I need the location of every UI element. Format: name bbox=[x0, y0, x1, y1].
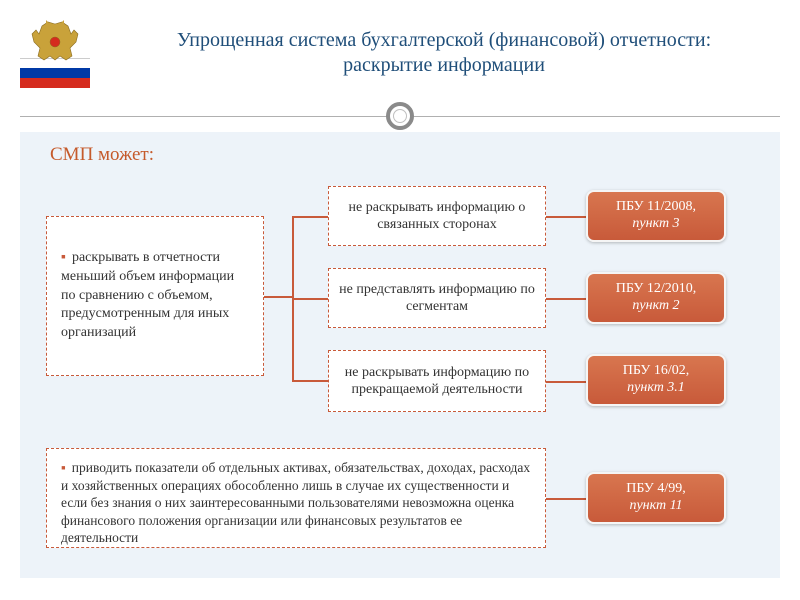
divider bbox=[20, 102, 780, 132]
badge-4: ПБУ 4/99, пункт 11 bbox=[586, 472, 726, 524]
badge-law: ПБУ 4/99, bbox=[588, 481, 724, 498]
connector bbox=[292, 380, 328, 382]
title-line1: Упрощенная система бухгалтерской (финанс… bbox=[177, 29, 711, 51]
russian-emblem-icon bbox=[20, 18, 90, 88]
badge-law: ПБУ 12/2010, bbox=[588, 281, 724, 298]
badge-point: пункт 11 bbox=[588, 498, 724, 515]
badge-2: ПБУ 12/2010, пункт 2 bbox=[586, 272, 726, 324]
connector bbox=[546, 381, 586, 383]
connector bbox=[292, 216, 328, 218]
badge-3: ПБУ 16/02, пункт 3.1 bbox=[586, 354, 726, 406]
subtitle: СМП может: bbox=[50, 144, 762, 166]
badge-1: ПБУ 11/2008, пункт 3 bbox=[586, 190, 726, 242]
bottom-box: приводить показатели об отдельных актива… bbox=[46, 448, 546, 548]
page-title: Упрощенная система бухгалтерской (финанс… bbox=[108, 28, 780, 78]
mid-box-2: не представлять информацию по сегментам bbox=[328, 268, 546, 328]
content-panel: СМП может: раскрывать в отчетности меньш… bbox=[20, 132, 780, 578]
divider-circle-icon bbox=[386, 102, 414, 130]
badge-law: ПБУ 16/02, bbox=[588, 363, 724, 380]
eagle-icon bbox=[28, 20, 82, 70]
connector bbox=[546, 298, 586, 300]
header: Упрощенная система бухгалтерской (финанс… bbox=[0, 0, 800, 98]
bottom-box-text: приводить показатели об отдельных актива… bbox=[61, 459, 531, 547]
connector bbox=[546, 498, 586, 500]
left-box: раскрывать в отчетности меньший объем ин… bbox=[46, 216, 264, 376]
mid-box-3: не раскрывать информацию по прекращаемой… bbox=[328, 350, 546, 412]
mid-box-1: не раскрывать информацию о связанных сто… bbox=[328, 186, 546, 246]
connector bbox=[292, 298, 328, 300]
title-line2: раскрытие информации bbox=[343, 54, 545, 76]
badge-point: пункт 2 bbox=[588, 298, 724, 315]
diagram: раскрывать в отчетности меньший объем ин… bbox=[38, 176, 762, 556]
connector bbox=[264, 296, 292, 298]
badge-point: пункт 3.1 bbox=[588, 380, 724, 397]
left-box-text: раскрывать в отчетности меньший объем ин… bbox=[61, 249, 249, 343]
connector bbox=[546, 216, 586, 218]
badge-point: пункт 3 bbox=[588, 216, 724, 233]
badge-law: ПБУ 11/2008, bbox=[588, 199, 724, 216]
